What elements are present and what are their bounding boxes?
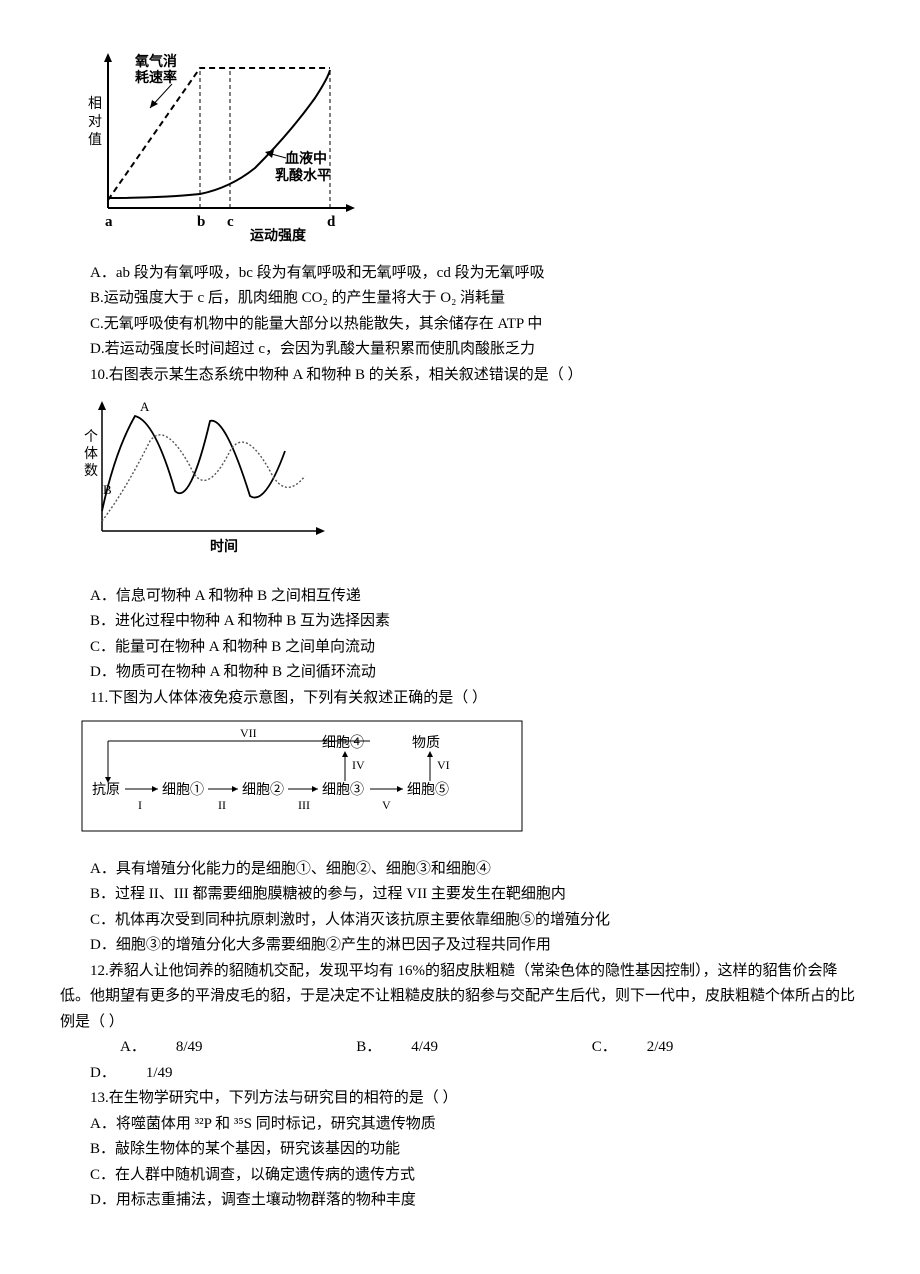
q10-d-text: 物质可在物种 A 和物种 B 之间循环流动 (116, 664, 376, 680)
q12-b: B．4/49 (326, 1035, 498, 1061)
lbl-v: V (382, 798, 391, 812)
q13-b-text: 敲除生物体的某个基因，研究该基因的功能 (115, 1141, 400, 1157)
q11-d-text: 细胞③的增殖分化大多需要细胞②产生的淋巴因子及过程共同作用 (116, 937, 551, 953)
q10-c-text: 能量可在物种 A 和物种 B 之间单向流动 (115, 639, 375, 655)
q11-opt-d: D．细胞③的增殖分化大多需要细胞②产生的淋巴因子及过程共同作用 (60, 933, 860, 959)
x2-label: 时间 (210, 538, 238, 555)
q9-a-text: ab 段为有氧呼吸，bc 段为有氧呼吸和无氧呼吸，cd 段为无氧呼吸 (116, 265, 545, 281)
q11-diagram: 抗原 细胞① 细胞② 细胞③ 细胞④ 细胞⑤ 物质 I II III V IV … (80, 719, 860, 849)
q12-b-text: 4/49 (381, 1035, 438, 1061)
seriesA-label: A (140, 399, 150, 414)
lactic-label-1: 血液中 (285, 150, 327, 167)
q9-opt-c: C.无氧呼吸使有机物中的能量大部分以热能散失，其余储存在 ATP 中 (60, 312, 860, 338)
seriesB-label: B (103, 482, 112, 497)
q10-opt-a: A．信息可物种 A 和物种 B 之间相互传递 (60, 584, 860, 610)
q13-a-text: 将噬菌体用 ³²P 和 ³⁵S 同时标记，研究其遗传物质 (116, 1116, 436, 1132)
q9-opt-b: B.运动强度大于 c 后，肌肉细胞 CO₂ 的产生量将大于 O₂ 消耗量 (60, 286, 860, 312)
q9-opt-d: D.若运动强度长时间超过 c，会因为乳酸大量积累而使肌肉酸胀乏力 (60, 337, 860, 363)
q12-c-text: 2/49 (617, 1035, 674, 1061)
q9-chart: 相 对 值 氧气消 耗速率 血液中 乳酸水平 a b c d 运动强度 (80, 48, 860, 253)
q12-c: C．2/49 (562, 1035, 734, 1061)
q13-c-text: 在人群中随机调查，以确定遗传病的遗传方式 (115, 1167, 415, 1183)
q13-d-text: 用标志重捕法，调查土壤动物群落的物种丰度 (116, 1192, 416, 1208)
y2-1: 个 (84, 429, 98, 445)
q13-opt-c: C．在人群中随机调查，以确定遗传病的遗传方式 (60, 1163, 860, 1189)
q9-c-text: 无氧呼吸使有机物中的能量大部分以热能散失，其余储存在 ATP 中 (104, 316, 543, 332)
o2-label-2: 耗速率 (135, 69, 177, 86)
q12-d: D．1/49 (60, 1061, 233, 1087)
chart1-svg: 相 对 值 氧气消 耗速率 血液中 乳酸水平 a b c d 运动强度 (80, 48, 380, 243)
q12-a: A．8/49 (90, 1035, 263, 1061)
q13-opt-d: D．用标志重捕法，调查土壤动物群落的物种丰度 (60, 1188, 860, 1214)
q10-opt-b: B．进化过程中物种 A 和物种 B 互为选择因素 (60, 609, 860, 635)
y-label-1: 相 (88, 96, 102, 112)
q11-opt-c: C．机体再次受到同种抗原刺激时，人体消灭该抗原主要依靠细胞⑤的增殖分化 (60, 908, 860, 934)
q12-stem: 12.养貂人让他饲养的貂随机交配，发现平均有 16%的貂皮肤粗糙（常染色体的隐性… (60, 959, 860, 1036)
q10-chart: 个 体 数 A B 时间 (80, 396, 860, 576)
q11-stem: 11.下图为人体体液免疫示意图，下列有关叙述正确的是（ ） (60, 686, 860, 712)
lbl-iii: III (298, 798, 310, 812)
q11-b-text: 过程 II、III 都需要细胞膜糖被的参与，过程 VII 主要发生在靶细胞内 (115, 886, 566, 902)
lbl-i: I (138, 798, 142, 812)
xtick-d: d (327, 214, 336, 230)
o2-label-1: 氧气消 (134, 53, 177, 70)
diagram-border (82, 721, 522, 831)
x-axis-label: 运动强度 (250, 227, 307, 243)
node-c1: 细胞① (162, 782, 204, 798)
node-c4: 细胞④ (322, 735, 364, 751)
node-c5: 细胞⑤ (407, 782, 449, 798)
q11-opt-b: B．过程 II、III 都需要细胞膜糖被的参与，过程 VII 主要发生在靶细胞内 (60, 882, 860, 908)
q9-b-text: 运动强度大于 c 后，肌肉细胞 CO₂ 的产生量将大于 O₂ 消耗量 (104, 290, 505, 306)
q9-opt-a: A．ab 段为有氧呼吸，bc 段为有氧呼吸和无氧呼吸，cd 段为无氧呼吸 (60, 261, 860, 287)
lbl-ii: II (218, 798, 226, 812)
q11-a-text: 具有增殖分化能力的是细胞①、细胞②、细胞③和细胞④ (116, 861, 491, 877)
node-c3: 细胞③ (322, 782, 364, 798)
q12-options: A．8/49 B．4/49 C．2/49 D．1/49 (60, 1035, 860, 1086)
y-label-2: 对 (88, 114, 102, 130)
q13-opt-a: A．将噬菌体用 ³²P 和 ³⁵S 同时标记，研究其遗传物质 (60, 1112, 860, 1138)
q10-opt-c: C．能量可在物种 A 和物种 B 之间单向流动 (60, 635, 860, 661)
q12-d-text: 1/49 (116, 1061, 173, 1087)
lbl-vi: VI (437, 758, 450, 772)
diagram-svg: 抗原 细胞① 细胞② 细胞③ 细胞④ 细胞⑤ 物质 I II III V IV … (80, 719, 530, 839)
xtick-c: c (227, 214, 234, 230)
node-c2: 细胞② (242, 782, 284, 798)
y-label-3: 值 (88, 132, 102, 148)
q10-opt-d: D．物质可在物种 A 和物种 B 之间循环流动 (60, 660, 860, 686)
xtick-a: a (105, 214, 113, 230)
q12-a-text: 8/49 (146, 1035, 203, 1061)
y2-3: 数 (84, 463, 98, 479)
xtick-b: b (197, 214, 205, 230)
node-wz: 物质 (412, 735, 440, 751)
q11-c-text: 机体再次受到同种抗原刺激时，人体消灭该抗原主要依靠细胞⑤的增殖分化 (115, 912, 610, 928)
node-antigen: 抗原 (92, 782, 120, 798)
lbl-iv: IV (352, 758, 365, 772)
q10-b-text: 进化过程中物种 A 和物种 B 互为选择因素 (115, 613, 390, 629)
lactic-label-2: 乳酸水平 (275, 167, 331, 184)
q10-stem: 10.右图表示某生态系统中物种 A 和物种 B 的关系，相关叙述错误的是（ ） (60, 363, 860, 389)
chart2-svg: 个 体 数 A B 时间 (80, 396, 340, 566)
q13-stem: 13.在生物学研究中，下列方法与研究目的相符的是（ ） (60, 1086, 860, 1112)
y2-2: 体 (84, 446, 98, 462)
q13-opt-b: B．敲除生物体的某个基因，研究该基因的功能 (60, 1137, 860, 1163)
lbl-vii: VII (240, 726, 257, 740)
q9-d-text: 若运动强度长时间超过 c，会因为乳酸大量积累而使肌肉酸胀乏力 (105, 341, 535, 357)
q10-a-text: 信息可物种 A 和物种 B 之间相互传递 (116, 588, 361, 604)
q11-opt-a: A．具有增殖分化能力的是细胞①、细胞②、细胞③和细胞④ (60, 857, 860, 883)
